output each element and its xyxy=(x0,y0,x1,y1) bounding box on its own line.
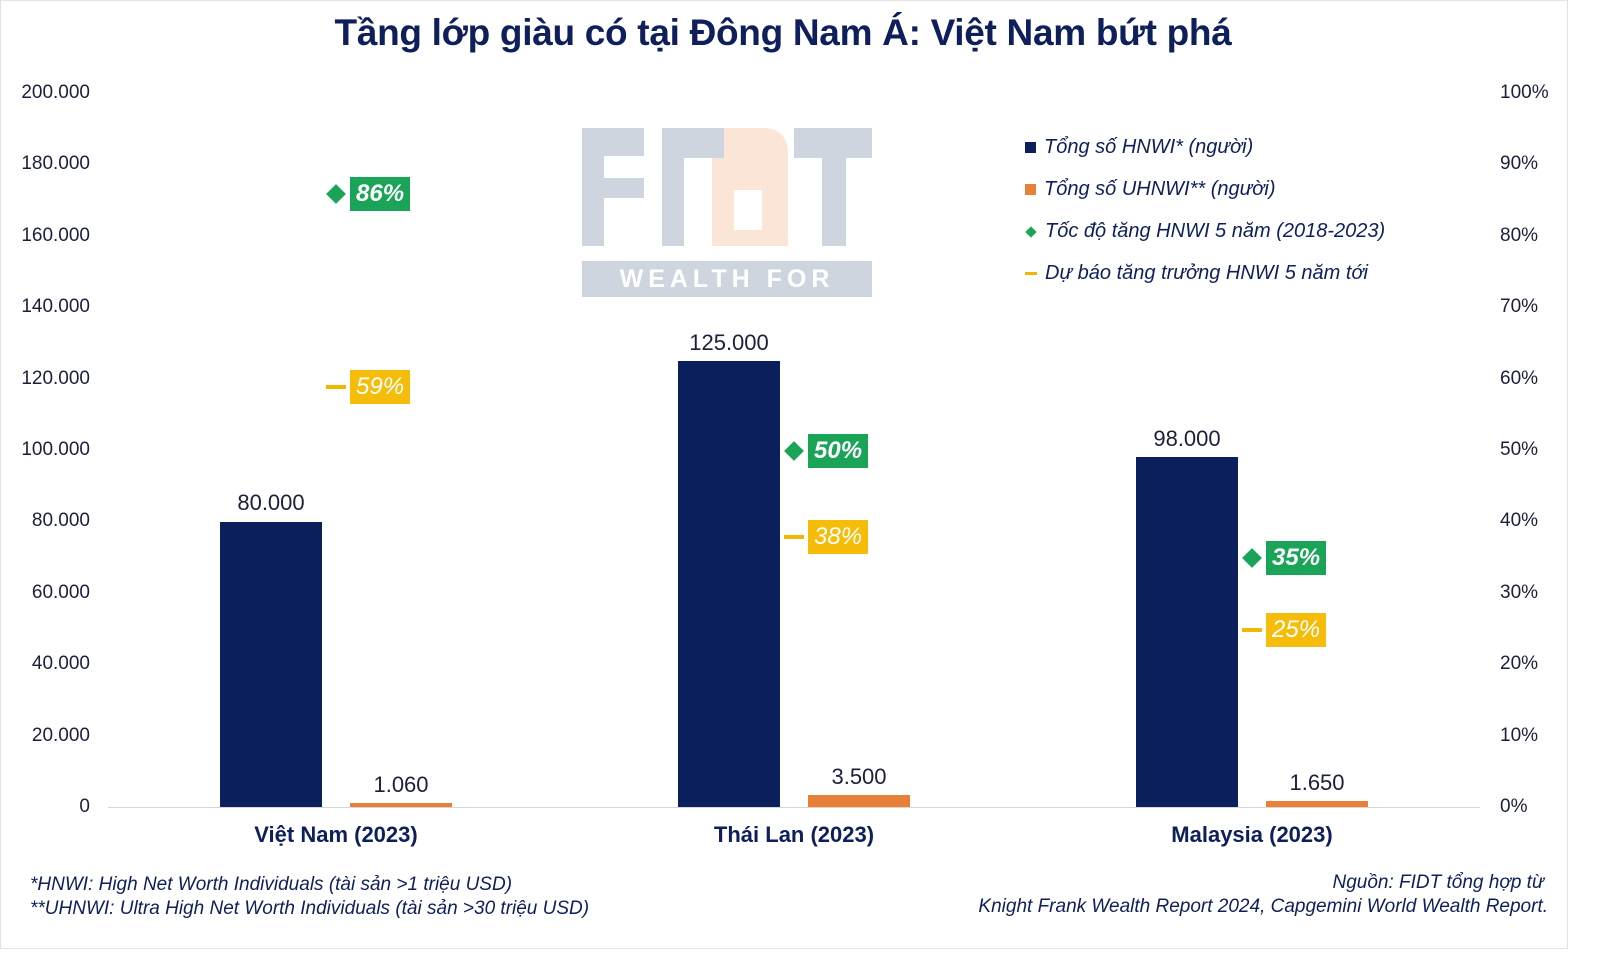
right-axis-tick: 30% xyxy=(1500,582,1539,603)
left-axis-tick: 40.000 xyxy=(31,653,90,674)
hnwi-bar xyxy=(220,522,322,807)
forecast-dash-icon xyxy=(1242,628,1262,632)
legend-item-uhnwi: Tổng số UHNWI** (người) xyxy=(1025,172,1385,214)
left-axis-tick: 200.000 xyxy=(21,82,90,103)
source-line-2: Knight Frank Wealth Report 2024, Capgemi… xyxy=(978,896,1548,917)
uhnwi-value-label: 1.060 xyxy=(373,772,429,797)
legend-label: Dự báo tăng trưởng HNWI 5 năm tới xyxy=(1045,262,1368,284)
legend-label: Tổng số UHNWI** (người) xyxy=(1044,178,1276,200)
right-axis-tick: 0% xyxy=(1500,796,1528,817)
legend-item-growth: Tốc độ tăng HNWI 5 năm (2018-2023) xyxy=(1025,214,1385,256)
category-label: Malaysia (2023) xyxy=(1171,822,1333,847)
left-axis-tick: 180.000 xyxy=(21,153,90,174)
green-diamond-icon xyxy=(1025,226,1037,238)
source-line-1: Nguồn: FIDT tổng hợp từ xyxy=(1332,872,1544,893)
growth-label: 86% xyxy=(350,177,411,211)
footnote-uhnwi: **UHNWI: Ultra High Net Worth Individual… xyxy=(30,898,590,919)
right-axis-tick: 50% xyxy=(1500,439,1539,460)
hnwi-value-label: 125.000 xyxy=(689,330,769,355)
hnwi-value-label: 80.000 xyxy=(237,490,305,515)
right-axis-tick: 80% xyxy=(1500,225,1539,246)
right-axis-tick: 70% xyxy=(1500,296,1539,317)
forecast-label: 59% xyxy=(350,370,411,404)
forecast-label: 25% xyxy=(1266,613,1327,647)
right-axis-tick: 40% xyxy=(1500,510,1539,531)
left-axis-tick: 0 xyxy=(79,796,90,817)
right-axis-tick: 100% xyxy=(1500,82,1549,103)
forecast-label: 38% xyxy=(808,520,869,554)
right-axis-tick: 10% xyxy=(1500,725,1539,746)
legend-item-hnwi: Tổng số HNWI* (người) xyxy=(1025,130,1385,172)
uhnwi-bar xyxy=(350,803,452,807)
left-axis-tick: 80.000 xyxy=(31,510,90,531)
hnwi-bar xyxy=(678,361,780,807)
left-axis-tick: 60.000 xyxy=(31,582,90,603)
uhnwi-value-label: 3.500 xyxy=(831,764,887,789)
legend: Tổng số HNWI* (người) Tổng số UHNWI** (n… xyxy=(1025,130,1385,298)
legend-label: Tốc độ tăng HNWI 5 năm (2018-2023) xyxy=(1045,220,1386,242)
hnwi-value-label: 98.000 xyxy=(1153,426,1221,451)
uhnwi-bar xyxy=(1266,801,1368,807)
navy-square-icon xyxy=(1025,142,1036,154)
left-axis-tick: 120.000 xyxy=(21,368,90,389)
uhnwi-value-label: 1.650 xyxy=(1289,770,1345,795)
right-axis-tick: 60% xyxy=(1500,368,1539,389)
forecast-dash-icon xyxy=(326,385,346,389)
growth-label: 35% xyxy=(1266,541,1327,575)
yellow-dash-icon xyxy=(1025,272,1037,276)
hnwi-bar xyxy=(1136,457,1238,807)
chart-title: Tầng lớp giàu có tại Đông Nam Á: Việt Na… xyxy=(334,12,1232,53)
orange-square-icon xyxy=(1025,184,1036,196)
left-axis-tick: 160.000 xyxy=(21,225,90,246)
legend-label: Tổng số HNWI* (người) xyxy=(1044,136,1254,158)
right-axis-tick: 90% xyxy=(1500,153,1539,174)
category-label: Thái Lan (2023) xyxy=(713,822,875,847)
category-label: Việt Nam (2023) xyxy=(254,822,418,847)
left-axis-tick: 100.000 xyxy=(21,439,90,460)
fidt-logo: WEALTH FOR LIFE xyxy=(582,128,872,329)
left-axis-tick: 140.000 xyxy=(21,296,90,317)
right-axis-tick: 20% xyxy=(1500,653,1539,674)
forecast-dash-icon xyxy=(784,535,804,539)
uhnwi-bar xyxy=(808,795,910,807)
logo-letters-icon xyxy=(582,128,872,246)
logo-tagline: WEALTH FOR LIFE xyxy=(582,261,872,329)
growth-label: 50% xyxy=(808,434,869,468)
left-axis-tick: 20.000 xyxy=(31,725,90,746)
legend-item-forecast: Dự báo tăng trưởng HNWI 5 năm tới xyxy=(1025,256,1385,298)
footnote-hnwi: *HNWI: High Net Worth Individuals (tài s… xyxy=(30,874,513,895)
x-axis-baseline xyxy=(108,807,1480,808)
